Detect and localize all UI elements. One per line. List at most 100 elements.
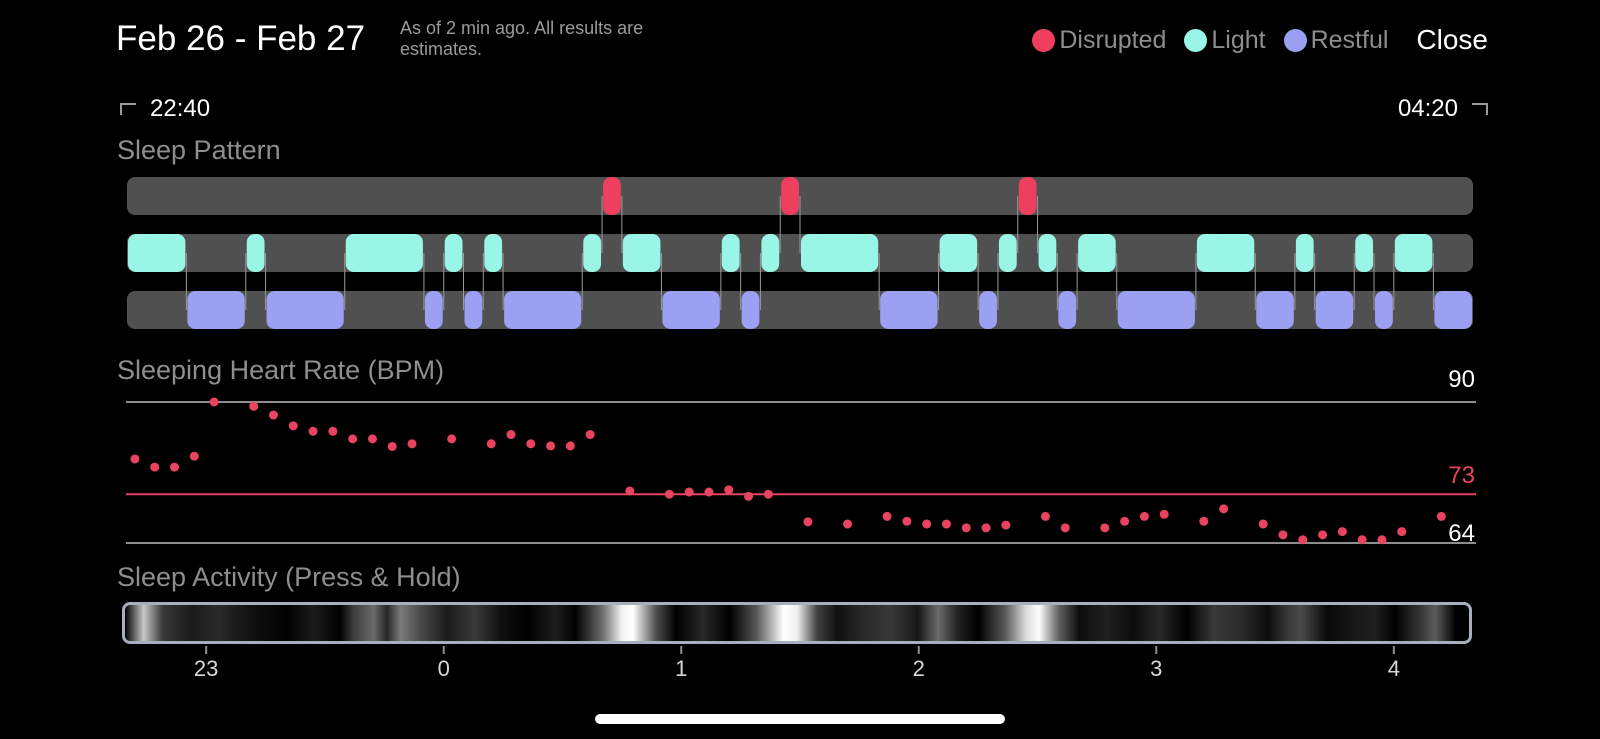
x-tick-label: 0: [438, 656, 450, 681]
hr-point: [1219, 504, 1229, 514]
hr-point: [348, 434, 358, 444]
segment-light: [1295, 234, 1314, 272]
legend-label-disrupted: Disrupted: [1059, 25, 1167, 54]
hr-point: [763, 489, 773, 499]
hr-point: [170, 462, 180, 472]
hr-point: [1159, 509, 1169, 519]
start-time-label: 22:40: [150, 95, 211, 122]
hr-point: [1298, 535, 1308, 545]
hr-point: [981, 523, 991, 533]
segment-restful: [1434, 291, 1472, 329]
hr-point: [506, 430, 516, 440]
segment-light: [345, 234, 423, 272]
x-tick-label: 23: [194, 656, 218, 681]
hr-point: [387, 441, 397, 451]
legend-item-restful: Restful: [1283, 25, 1389, 55]
hr-point: [744, 491, 754, 501]
hr-point: [1278, 530, 1288, 540]
hr-point: [882, 511, 892, 521]
hr-point: [486, 439, 496, 449]
end-bracket-icon: [1472, 103, 1488, 115]
legend: Disrupted Light Restful Close: [1032, 22, 1488, 58]
end-time: 04:20: [1398, 94, 1488, 124]
hr-point: [1318, 530, 1328, 540]
sleep-activity-title: Sleep Activity (Press & Hold): [117, 562, 461, 592]
restful-dot-icon: [1283, 28, 1307, 52]
date-range-title: Feb 26 - Feb 27: [116, 19, 366, 58]
hr-point: [130, 454, 140, 464]
sleep-pattern-chart[interactable]: [0, 170, 1600, 340]
home-indicator[interactable]: [595, 714, 1005, 724]
hr-point: [961, 523, 971, 533]
hr-point: [407, 439, 417, 449]
segment-restful: [464, 291, 483, 329]
segment-light: [1078, 234, 1116, 272]
hr-point: [288, 421, 298, 431]
sleep-activity-bar[interactable]: [122, 602, 1472, 644]
segment-restful: [1117, 291, 1195, 329]
hr-point: [1060, 523, 1070, 533]
segment-restful: [662, 291, 720, 329]
hr-point: [1337, 527, 1347, 537]
hr-point: [1001, 520, 1011, 530]
hr-point: [1436, 511, 1446, 521]
segment-restful: [979, 291, 997, 329]
hr-point: [1397, 527, 1407, 537]
light-dot-icon: [1184, 28, 1208, 52]
heart-rate-title: Sleeping Heart Rate (BPM): [117, 355, 445, 385]
segment-light: [761, 234, 780, 272]
segment-light: [484, 234, 503, 272]
segment-restful: [741, 291, 760, 329]
hr-point: [1139, 511, 1149, 521]
start-time: 22:40: [120, 94, 210, 124]
hr-point: [1357, 535, 1367, 545]
hr-point: [1120, 516, 1130, 526]
legend-label-restful: Restful: [1310, 25, 1389, 54]
hr-min-label: 64: [1448, 520, 1475, 547]
hr-point: [328, 426, 338, 436]
hr-point: [1040, 511, 1050, 521]
segment-light: [622, 234, 661, 272]
hr-avg-label: 73: [1448, 462, 1475, 489]
hr-point: [526, 439, 536, 449]
segment-disrupted: [603, 177, 621, 215]
sleep-pattern-title: Sleep Pattern: [117, 135, 281, 165]
segment-light: [998, 234, 1017, 272]
hr-point: [249, 401, 259, 411]
segment-disrupted: [1018, 177, 1037, 215]
segment-restful: [504, 291, 582, 329]
hr-point: [189, 451, 199, 461]
hr-point: [724, 485, 734, 495]
segment-restful: [1315, 291, 1354, 329]
legend-item-light: Light: [1184, 25, 1266, 55]
heart-rate-chart[interactable]: [0, 380, 1600, 550]
segment-restful: [1375, 291, 1393, 329]
hr-point: [922, 519, 932, 529]
segment-light: [1355, 234, 1374, 272]
hr-point: [664, 489, 674, 499]
x-tick-label: 4: [1388, 656, 1400, 681]
hr-point: [585, 430, 595, 440]
hr-point: [367, 434, 377, 444]
hr-point: [941, 519, 951, 529]
hr-point: [1377, 535, 1387, 545]
time-axis: 23 0 1 2 3 4: [194, 646, 1400, 681]
close-button[interactable]: Close: [1416, 24, 1488, 55]
hr-point: [843, 519, 853, 529]
hr-point: [447, 434, 457, 444]
hr-point: [268, 410, 278, 420]
hr-point: [565, 441, 575, 451]
x-tick-label: 2: [913, 656, 925, 681]
hr-point: [1258, 519, 1268, 529]
hr-point: [1100, 523, 1110, 533]
segment-restful: [187, 291, 245, 329]
hr-point: [308, 426, 318, 436]
segment-light: [444, 234, 463, 272]
segment-light: [1394, 234, 1433, 272]
hr-point: [704, 487, 714, 497]
disrupted-dot-icon: [1032, 28, 1056, 52]
legend-label-light: Light: [1211, 25, 1266, 54]
segment-restful: [424, 291, 443, 329]
segment-light: [721, 234, 740, 272]
segment-light: [583, 234, 602, 272]
